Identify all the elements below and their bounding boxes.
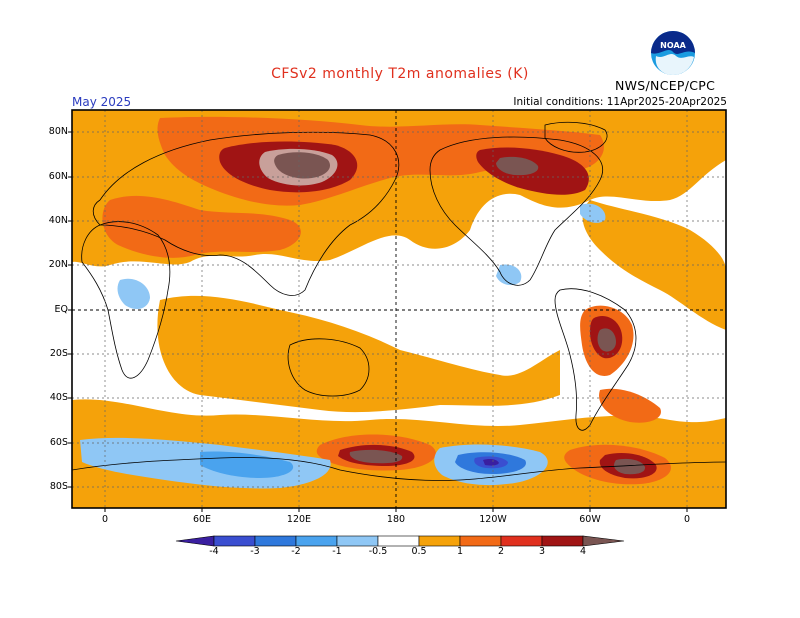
anomaly-warm-moderate-southatlantic [599,388,661,423]
map-frame [71,109,727,509]
lat-label: 40S [49,392,68,403]
grid [72,110,726,508]
coast-africa [81,221,171,379]
colorbar-bin [295,535,338,547]
forecast-month: May 2025 [72,95,132,109]
coast-north-america [429,136,603,286]
lat-label: 60N [48,171,68,182]
noaa-logo: NOAA [650,30,696,76]
coast-australia [287,338,370,397]
lat-label: 80S [49,481,68,492]
lat-label: EQ [54,304,68,315]
colorbar-bin [418,535,461,547]
anomaly-warm-extreme-weddell-core [614,458,646,475]
colorbar-bin [541,535,584,547]
anomaly-warm-weak-atlantic [582,200,726,330]
lon-label: 0 [683,514,691,525]
colorbar-label: -4 [209,546,219,557]
coast-greenland [544,121,608,153]
lon-label: 120W [479,514,507,525]
anomaly-warm-extreme-canada-core [496,156,539,176]
colorbar-max-arrow [582,535,625,547]
lon-label: 180 [386,514,406,525]
colorbar-bin [254,535,297,547]
colorbar [175,535,625,547]
agency-label: NWS/NCEP/CPC [615,78,716,93]
colorbar-bin [500,535,543,547]
logo-text: NOAA [660,41,686,50]
lon-label: 0 [101,514,109,525]
anomaly-cold-canada [580,203,606,223]
colorbar-label: 4 [579,546,587,557]
anomaly-warm-extreme-ross-core [349,449,403,464]
lon-label: 120E [286,514,312,525]
lat-label: 60S [49,437,68,448]
ticks [68,131,688,512]
colorbar-bin [377,535,420,547]
lat-label: 20S [49,348,68,359]
colorbar-label: -2 [291,546,301,557]
colorbar-label: 3 [538,546,546,557]
colorbar-label: -3 [250,546,260,557]
anomaly-cold-eastpacific [496,264,522,286]
colorbar-bin [459,535,502,547]
colorbar-min-arrow [175,535,215,547]
anomaly-warm-extreme-siberia-core [274,152,331,179]
colorbar-label: 0.5 [411,546,427,557]
colorbar-label: 1 [456,546,464,557]
lon-label: 60W [579,514,601,525]
colorbar-bin [213,535,256,547]
anomaly-cold-southern-pacific-core [483,459,499,466]
colorbar-bin [336,535,379,547]
lat-label: 80N [48,126,68,137]
colorbar-label: -1 [332,546,342,557]
lat-label: 20N [48,259,68,270]
coast-antarctica [72,457,726,481]
equator-dateline [72,110,726,508]
colorbar-label: 2 [497,546,505,557]
coast-eurasia [92,131,400,296]
lat-label: 40N [48,215,68,226]
anomaly-cold-africa [117,278,150,310]
colorbar-label: -0.5 [368,546,388,557]
initial-conditions: Initial conditions: 11Apr2025-20Apr2025 [513,96,727,108]
lon-label: 60E [192,514,212,525]
map-title: CFSv2 monthly T2m anomalies (K) [271,66,529,82]
coastlines [72,121,726,481]
anomaly-warm-extreme-brazil-core [597,328,616,352]
